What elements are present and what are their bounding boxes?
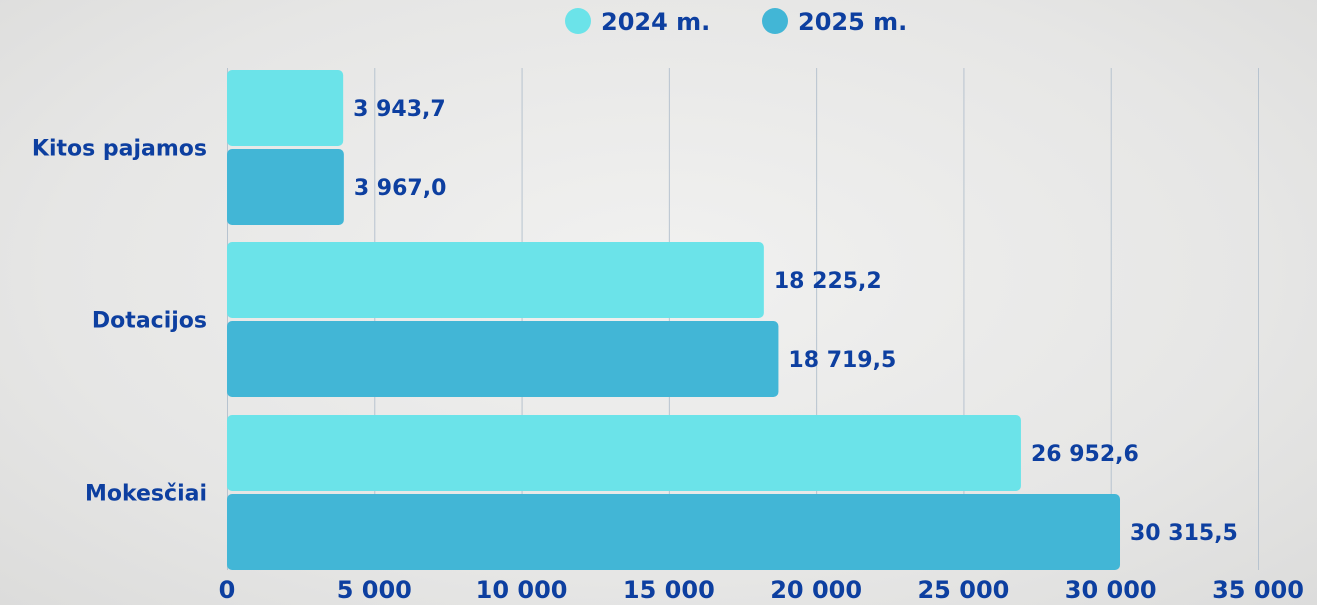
x-tick-label: 5 000 [337,576,412,604]
data-label: 18 225,2 [774,269,882,294]
legend-marker-2 [762,8,788,34]
x-tick-label: 35 000 [1212,576,1304,604]
x-tick-label: 20 000 [770,576,862,604]
data-label: 3 943,7 [353,97,446,122]
x-tick-label: 0 [219,576,236,604]
x-axis-tick-labels: 0 5 000 10 000 15 000 20 000 25 000 30 000 35 0… [219,576,1304,604]
category-label: Kitos pajamos [32,137,207,162]
x-tick-label: 25 000 [917,576,1009,604]
data-label: 30 315,5 [1130,521,1238,546]
bar-1-3 [227,415,1021,491]
data-label: 26 952,6 [1031,442,1139,467]
x-tick-label: 15 000 [623,576,715,604]
legend: 2024 m. 2025 m. [565,8,907,36]
x-tick-label: 10 000 [476,576,568,604]
data-label: 18 719,5 [788,348,896,373]
category-label: Mokesčiai [85,482,207,507]
x-tick-label: 30 000 [1065,576,1157,604]
category-labels: Kitos pajamos Dotacijos Mokesčiai [32,137,207,507]
bar-2-1 [227,149,344,225]
bar-2-2 [227,321,779,397]
legend-marker-1 [565,8,591,34]
grid-lines [227,68,1259,570]
bars: 3 943,7 3 967,0 18 225,2 18 719,5 26 952,6 30… [227,70,1238,570]
data-label: 3 967,0 [354,176,447,201]
legend-label-1: 2024 m. [601,8,710,36]
legend-label-2: 2025 m. [798,8,907,36]
bar-1-2 [227,242,764,318]
bar-1-1 [227,70,344,146]
bar-2-3 [227,494,1121,570]
category-label: Dotacijos [92,309,207,334]
